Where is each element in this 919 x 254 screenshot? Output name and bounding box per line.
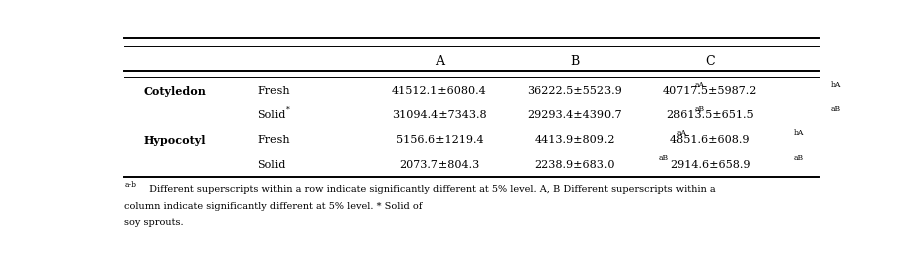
Text: 40717.5±5987.2: 40717.5±5987.2	[663, 86, 756, 96]
Text: column indicate significantly different at 5% level. * Solid of: column indicate significantly different …	[124, 201, 425, 210]
Text: 29293.4±4390.7: 29293.4±4390.7	[527, 110, 621, 120]
Text: bA: bA	[793, 129, 803, 137]
Text: soy sprouts.: soy sprouts.	[124, 217, 184, 226]
Text: Solid: Solid	[257, 110, 286, 120]
Text: 41512.1±6080.4: 41512.1±6080.4	[391, 86, 486, 96]
Text: 2238.9±683.0: 2238.9±683.0	[534, 159, 615, 169]
Text: 2073.7±804.3: 2073.7±804.3	[399, 159, 479, 169]
Text: bA: bA	[830, 80, 840, 88]
Text: 2914.6±658.9: 2914.6±658.9	[669, 159, 750, 169]
Text: aA: aA	[694, 80, 704, 88]
Text: 5156.6±1219.4: 5156.6±1219.4	[395, 135, 482, 145]
Text: 31094.4±7343.8: 31094.4±7343.8	[391, 110, 486, 120]
Text: aB: aB	[793, 153, 803, 161]
Text: 28613.5±651.5: 28613.5±651.5	[666, 110, 754, 120]
Text: 36222.5±5523.9: 36222.5±5523.9	[527, 86, 621, 96]
Text: Solid: Solid	[257, 159, 286, 169]
Text: B: B	[570, 54, 579, 67]
Text: C: C	[705, 54, 714, 67]
Text: *: *	[286, 105, 289, 114]
Text: A: A	[435, 54, 444, 67]
Text: Cotyledon: Cotyledon	[143, 86, 206, 97]
Text: aB: aB	[658, 153, 668, 161]
Text: 4851.6±608.9: 4851.6±608.9	[669, 135, 750, 145]
Text: aB: aB	[830, 104, 840, 112]
Text: aA: aA	[676, 129, 686, 137]
Text: a-b: a-b	[124, 181, 136, 188]
Text: aB: aB	[694, 104, 704, 112]
Text: 4413.9±809.2: 4413.9±809.2	[534, 135, 615, 145]
Text: Fresh: Fresh	[257, 135, 289, 145]
Text: Hypocotyl: Hypocotyl	[143, 134, 206, 145]
Text: Different superscripts within a row indicate significantly different at 5% level: Different superscripts within a row indi…	[145, 184, 714, 193]
Text: Fresh: Fresh	[257, 86, 289, 96]
